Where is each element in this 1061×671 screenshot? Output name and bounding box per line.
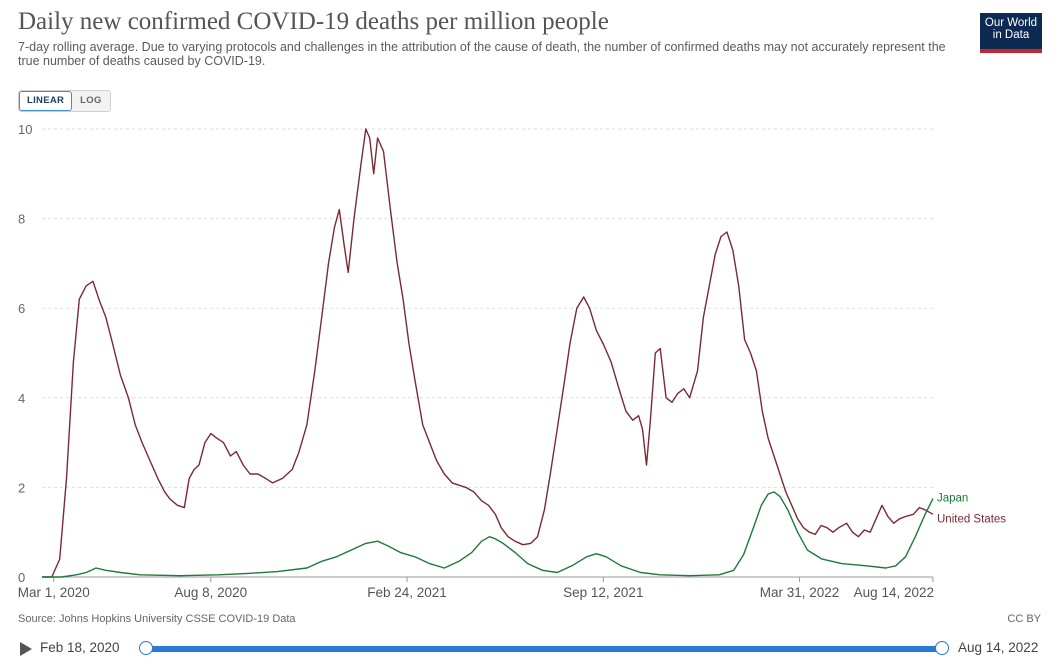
logo-line-2: in Data (992, 29, 1030, 41)
x-tick-label: Mar 1, 2020 (18, 585, 90, 600)
y-tick-label: 10 (18, 122, 32, 137)
linear-scale-button[interactable]: LINEAR (19, 91, 73, 111)
y-tick-label: 8 (18, 212, 25, 227)
timeline-end-label: Aug 14, 2022 (958, 640, 1039, 655)
series-line-japan (42, 491, 934, 578)
line-chart: 0 2 4 6 8 10 Mar 1, 2020 Aug 8, 2020 Feb 24, 202… (18, 122, 1007, 600)
timeline-start-label: Feb 18, 2020 (40, 640, 120, 655)
x-tick-label: Feb 24, 2021 (367, 585, 447, 600)
x-tick-label: Aug 8, 2020 (174, 585, 247, 600)
timeline-end-handle[interactable] (935, 641, 949, 655)
y-tick-label: 2 (18, 480, 25, 495)
series-label-japan: Japan (937, 493, 968, 505)
timeline-track[interactable] (146, 646, 942, 652)
chart-title: Daily new confirmed COVID-19 deaths per … (18, 8, 609, 35)
log-scale-button[interactable]: LOG (72, 91, 110, 111)
x-tick-label: Mar 31, 2022 (760, 585, 840, 600)
y-tick-label: 6 (18, 301, 25, 316)
logo-line-1: Our World (984, 17, 1038, 29)
y-tick-label: 4 (18, 391, 25, 406)
scale-toggle: LINEAR LOG (18, 90, 111, 112)
timeline: Feb 18, 2020 Aug 14, 2022 (0, 634, 1061, 664)
license-link[interactable]: CC BY (1007, 613, 1041, 625)
series-line-united-states (42, 128, 934, 578)
x-tick-label: Sep 12, 2021 (563, 585, 643, 600)
x-tick-label: Aug 14, 2022 (854, 585, 934, 600)
y-tick-label: 0 (18, 570, 25, 585)
timeline-start-handle[interactable] (139, 641, 153, 655)
play-icon[interactable] (20, 642, 32, 656)
source-text[interactable]: Source: Johns Hopkins University CSSE CO… (18, 613, 296, 625)
chart-subtitle: 7-day rolling average. Due to varying pr… (18, 40, 946, 68)
series-label-united-states: United States (937, 513, 1006, 525)
owid-logo[interactable]: Our World in Data (980, 13, 1042, 53)
